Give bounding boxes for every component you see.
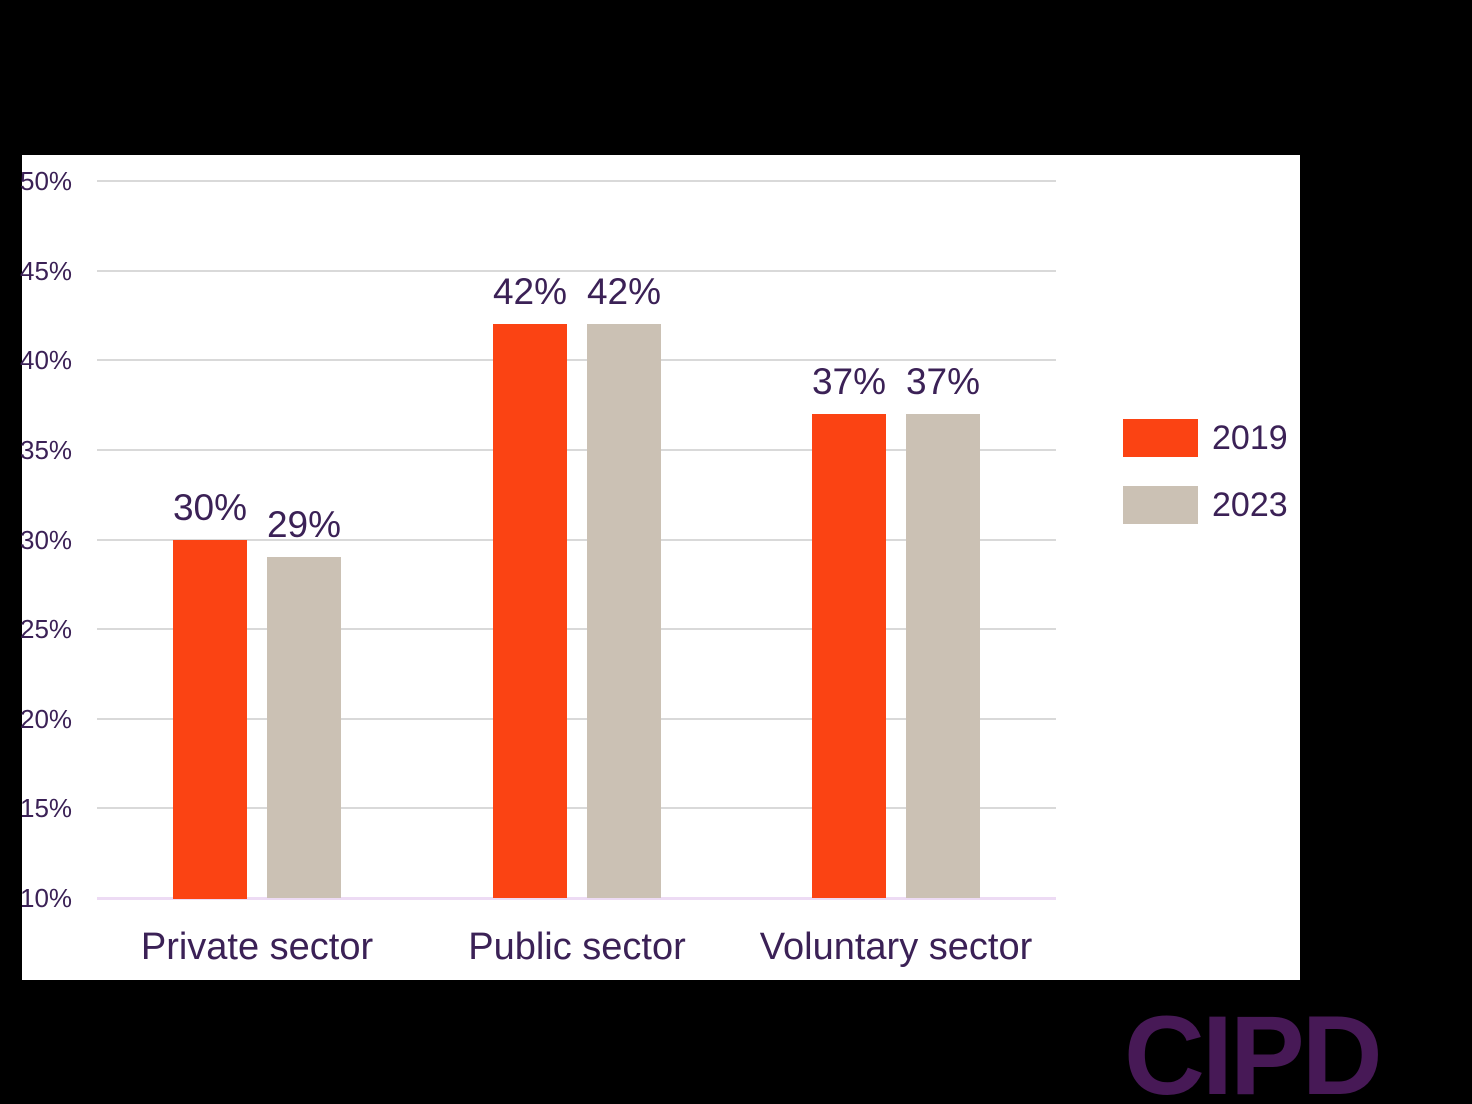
cipd-logo: CIPD <box>1124 993 1383 1104</box>
y-tick-label-10: 10% <box>20 883 73 913</box>
gridline-45 <box>97 269 1056 272</box>
gridline-35 <box>97 448 1056 451</box>
bar-2019-public-sector <box>493 324 567 898</box>
y-tick-label-15: 15% <box>20 793 73 824</box>
data-label-2019-private-sector: 30% <box>172 487 248 528</box>
x-axis-baseline <box>97 897 1056 900</box>
legend-swatch-2023 <box>1123 486 1198 524</box>
legend-swatch-2019 <box>1123 419 1198 457</box>
data-label-2023-voluntary-sector: 37% <box>905 361 981 402</box>
bar-2023-voluntary-sector <box>906 414 980 898</box>
data-label-2023-private-sector: 29% <box>266 504 342 545</box>
gridline-30 <box>97 538 1056 541</box>
legend-label-2019: 2019 <box>1212 419 1288 457</box>
y-tick-label-45: 45% <box>20 255 73 286</box>
y-tick-label-25: 25% <box>20 614 73 645</box>
gridline-15 <box>97 807 1056 810</box>
y-tick-label-40: 40% <box>20 345 73 376</box>
x-category-label-private-sector: Private sector <box>140 926 374 968</box>
x-category-label-public-sector: Public sector <box>468 926 686 968</box>
y-tick-label-35: 35% <box>20 434 73 465</box>
bar-2019-voluntary-sector <box>812 414 886 898</box>
x-category-label-voluntary-sector: Voluntary sector <box>759 926 1033 968</box>
gridline-25 <box>97 628 1056 631</box>
gridline-20 <box>97 717 1056 720</box>
y-tick-label-50: 50% <box>20 166 73 196</box>
chart-panel: 50% 45% 40% 35% 30% 25% 20% 15% 10% 30% 29% Private… <box>20 155 1300 980</box>
y-tick-label-20: 20% <box>20 703 73 734</box>
bar-2019-private-sector <box>173 540 247 899</box>
data-label-2019-public-sector: 42% <box>492 271 568 312</box>
legend-label-2023: 2023 <box>1212 486 1288 524</box>
gridline-40 <box>97 359 1056 362</box>
data-label-2019-voluntary-sector: 37% <box>811 361 887 402</box>
gridline-50 <box>97 180 1056 182</box>
data-label-2023-public-sector: 42% <box>586 271 662 312</box>
bar-2023-public-sector <box>587 324 661 898</box>
y-tick-label-30: 30% <box>20 524 73 555</box>
bar-2023-private-sector <box>267 557 341 898</box>
